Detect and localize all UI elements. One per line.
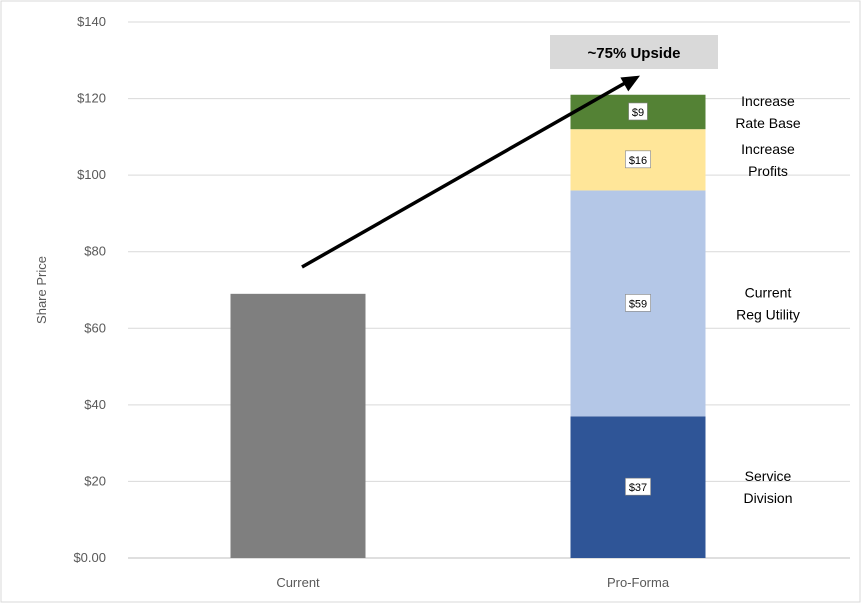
segment-side-label: Reg Utility: [736, 306, 800, 322]
segment-side-label: Current: [745, 284, 792, 300]
y-tick-label: $80: [84, 244, 106, 259]
callout-box: [550, 35, 718, 69]
y-tick-label: $40: [84, 397, 106, 412]
segment-side-label: Division: [743, 490, 792, 506]
y-tick-label: $120: [77, 91, 106, 106]
y-tick-label: $140: [77, 14, 106, 29]
segment-side-label: Profits: [748, 163, 788, 179]
data-label: $9: [632, 107, 644, 119]
y-tick-label: $20: [84, 473, 106, 488]
y-tick-label: $100: [77, 167, 106, 182]
y-tick-label: $60: [84, 320, 106, 335]
data-label-box: [625, 150, 651, 169]
data-label-box: [628, 102, 648, 121]
data-label: $59: [629, 298, 647, 310]
data-label: $16: [629, 155, 647, 167]
callout-text: ~75% Upside: [588, 45, 681, 62]
data-label-box: [625, 294, 651, 312]
segment-side-label: Increase: [741, 93, 795, 109]
y-axis-title: Share Price: [34, 256, 49, 324]
segment-side-label: Increase: [741, 141, 795, 157]
segment-side-label: Service: [745, 468, 792, 484]
x-category-label: Pro-Forma: [607, 575, 670, 590]
data-label-box: [625, 477, 651, 496]
bar-current: [230, 293, 366, 558]
segment-side-label: Rate Base: [735, 115, 801, 131]
x-category-label: Current: [276, 575, 320, 590]
data-label: $37: [629, 482, 647, 494]
y-tick-label: $0.00: [73, 550, 106, 565]
upside-arrow-head: [620, 75, 640, 92]
upside-arrow-line: [301, 78, 632, 269]
